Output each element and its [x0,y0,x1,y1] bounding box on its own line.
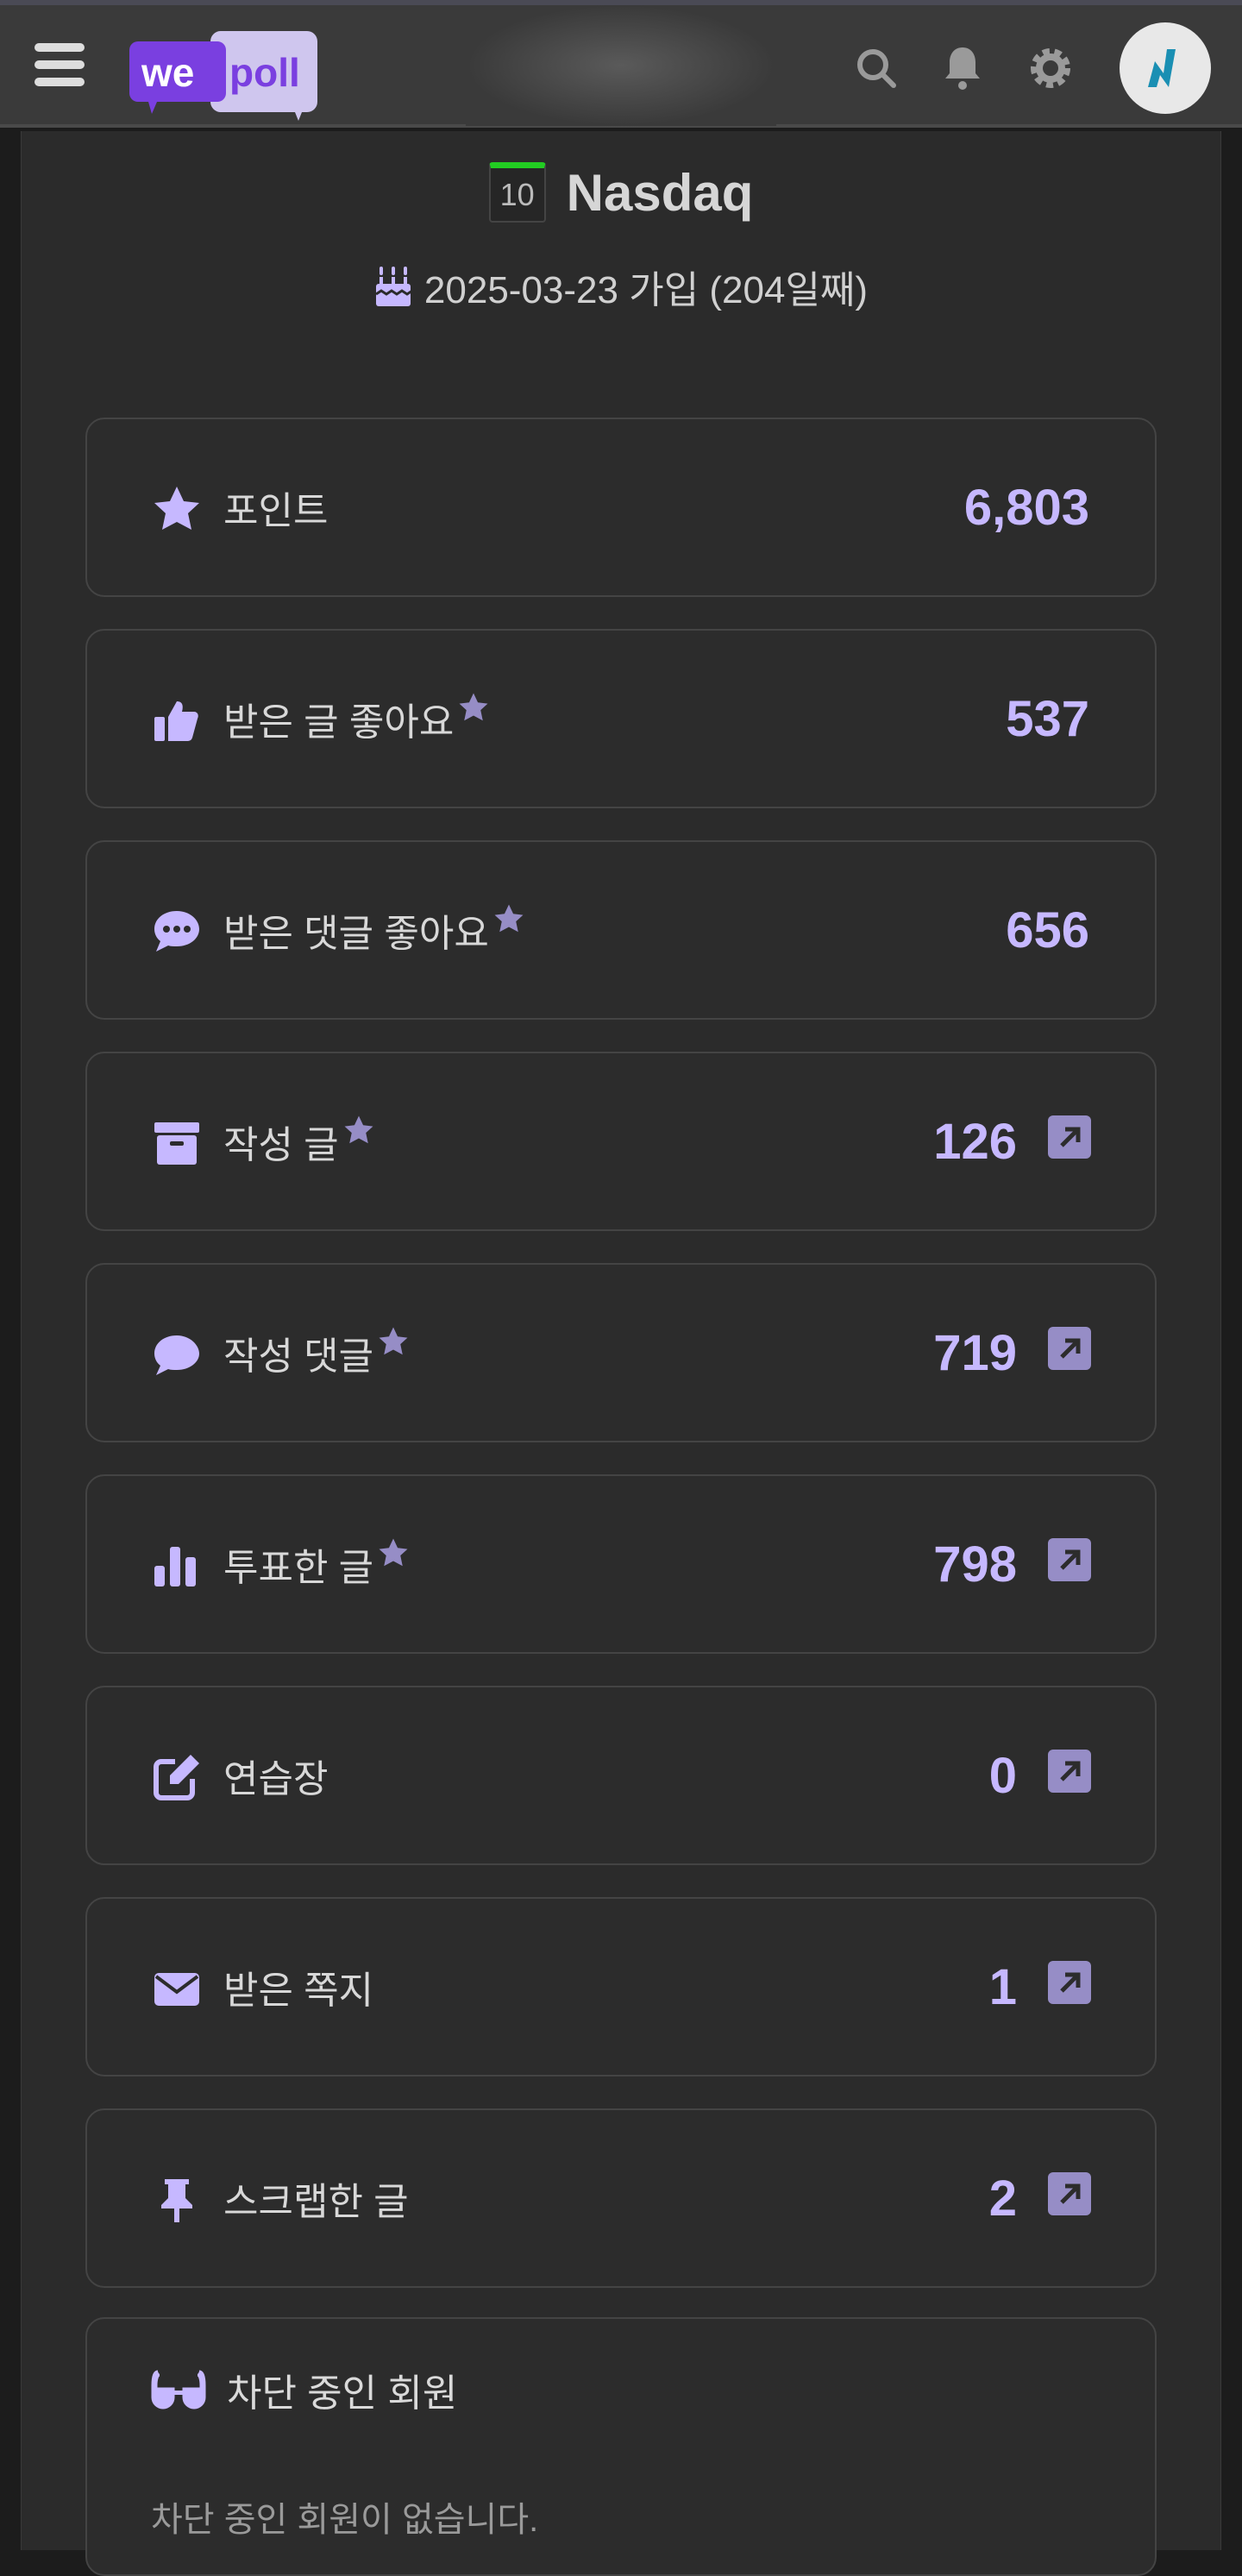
stat-value: 2 [988,2170,1017,2227]
wepoll-logo[interactable]: we poll [128,24,343,121]
pin-icon [161,2179,192,2222]
stat-label: 투표한 글 [223,1547,374,1589]
stat-card-thumbs-up: 받은 글 좋아요 537 [85,629,1157,808]
join-date-text: 2025-03-23 가입 (204일째) [423,269,869,311]
avatar[interactable] [1120,22,1211,114]
stat-card-archive[interactable]: 작성 글 126 [85,1052,1157,1231]
edit-icon [154,1755,199,1800]
stat-label: 받은 글 좋아요 [223,701,455,744]
stat-card-edit[interactable]: 연습장 0 [85,1686,1157,1865]
thumbs-up-icon [154,701,198,741]
arrow-up-right-icon [1060,1972,1081,1993]
bell-icon[interactable] [938,44,987,92]
svg-text:poll: poll [229,50,300,95]
star-icon [379,1327,408,1355]
arrow-up-right-icon [1060,2183,1081,2204]
stat-value: 537 [1006,690,1089,747]
profile-panel: 10 Nasdaq 2025-03-23 가입 (204일째) 포인트 6,803… [21,131,1221,2576]
comment-dots-icon [154,911,199,952]
star-icon [494,904,524,933]
star-icon [459,693,488,721]
stat-label: 작성 댓글 [223,1335,374,1378]
open-link-button[interactable] [1048,1961,1091,2004]
stat-value: 126 [933,1113,1017,1170]
stat-card-comment-dots: 받은 댓글 좋아요 656 [85,840,1157,1020]
top-navbar: we poll [0,0,1242,128]
stat-value: 1 [988,1958,1017,2015]
stat-card-envelope[interactable]: 받은 쪽지 1 [85,1897,1157,2077]
archive-icon [154,1122,199,1165]
stat-card-star: 포인트 6,803 [85,418,1157,597]
stat-value: 719 [933,1324,1017,1381]
profile-title: 10 Nasdaq [22,162,1220,223]
open-link-button[interactable] [1048,1115,1091,1159]
comment-icon [154,1335,199,1375]
bar-chart-icon [154,1547,196,1586]
username: Nasdaq [566,163,754,222]
blocked-members-title: 차단 중인 회원 [227,2372,458,2415]
star-icon [154,487,199,530]
arrow-up-right-icon [1060,1338,1081,1359]
open-link-button[interactable] [1048,2172,1091,2215]
level-badge: 10 [488,162,546,223]
star-icon [344,1115,373,1144]
blocked-members-card: 차단 중인 회원 차단 중인 회원이 없습니다. [85,2317,1157,2576]
gear-icon[interactable] [1026,44,1075,92]
open-link-button[interactable] [1048,1750,1091,1793]
open-link-button[interactable] [1048,1327,1091,1370]
open-link-button[interactable] [1048,1538,1091,1581]
stat-label: 포인트 [223,490,329,532]
search-icon[interactable] [852,44,900,92]
stat-label: 작성 글 [223,1124,339,1166]
arrow-up-right-icon [1060,1761,1081,1781]
arrow-up-right-icon [1060,1127,1081,1147]
join-date: 2025-03-23 가입 (204일째) [22,259,1220,314]
arrow-up-right-icon [1060,1549,1081,1570]
blocked-members-empty: 차단 중인 회원이 없습니다. [151,2501,539,2539]
menu-icon[interactable] [34,43,85,86]
stat-card-comment[interactable]: 작성 댓글 719 [85,1263,1157,1442]
envelope-icon [154,1973,199,2006]
stat-card-pin[interactable]: 스크랩한 글 2 [85,2108,1157,2288]
star-icon [379,1538,408,1567]
stat-value: 0 [988,1747,1017,1804]
stat-card-bar-chart[interactable]: 투표한 글 798 [85,1474,1157,1654]
stat-label: 연습장 [223,1758,329,1800]
svg-text:we: we [141,50,194,95]
stat-value: 798 [933,1536,1017,1593]
stat-label: 받은 쪽지 [223,1970,374,2012]
nasdaq-logo-icon [1148,49,1176,87]
glasses-icon [151,2370,206,2410]
birthday-cake-icon [375,267,412,306]
stat-label: 받은 댓글 좋아요 [223,913,489,955]
stat-value: 656 [1006,902,1089,958]
stat-label: 스크랩한 글 [223,2181,409,2223]
stat-value: 6,803 [963,479,1089,536]
